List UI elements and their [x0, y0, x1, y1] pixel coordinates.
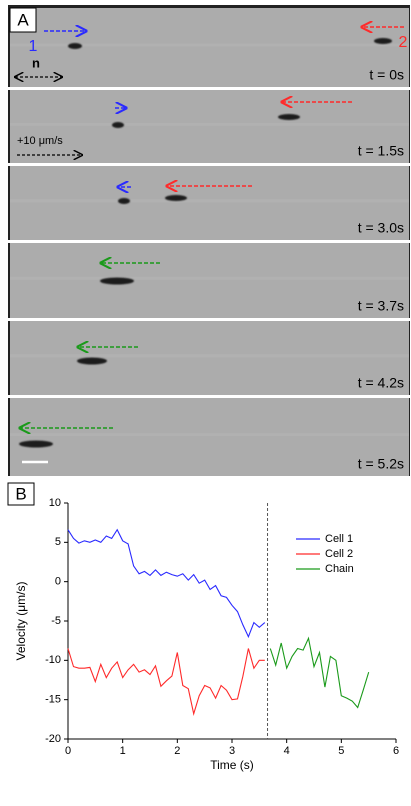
strip-texture	[10, 43, 409, 47]
series-line	[269, 636, 370, 709]
time-label: t = 0s	[369, 67, 404, 83]
cell	[112, 122, 124, 128]
series-line	[67, 528, 266, 639]
time-label: t = 3.0s	[358, 220, 404, 236]
x-tick-label: 1	[120, 745, 126, 757]
panel-label-box	[9, 7, 37, 33]
strip-texture	[10, 433, 409, 437]
cell-label: 2	[399, 34, 408, 51]
panel-label: B	[15, 484, 26, 503]
strip-texture	[10, 122, 409, 126]
time-label: t = 3.7s	[358, 298, 404, 314]
cell	[118, 198, 130, 204]
microscopy-strip	[10, 321, 409, 395]
strip-texture	[10, 276, 409, 280]
cell	[165, 195, 187, 201]
y-tick-label: 5	[55, 536, 61, 548]
panel-label-box	[7, 482, 35, 506]
y-axis-title: Velocity (μm/s)	[14, 582, 28, 661]
legend-label: Chain	[325, 563, 354, 575]
series-line	[67, 648, 265, 716]
microscopy-strip	[10, 398, 409, 476]
cell	[374, 38, 392, 44]
y-tick-label: -10	[45, 654, 61, 666]
microscopy-strip	[10, 243, 409, 318]
cell	[19, 440, 53, 448]
time-label: t = 5.2s	[358, 456, 404, 472]
microscopy-strip	[10, 90, 409, 163]
cell	[100, 277, 134, 285]
y-tick-label: 0	[55, 576, 61, 588]
y-tick-label: -20	[45, 733, 61, 745]
panel-label: A	[17, 10, 29, 29]
time-label: t = 4.2s	[358, 375, 404, 391]
x-axis-title: Time (s)	[210, 758, 254, 772]
cell	[68, 43, 82, 49]
cell	[278, 114, 300, 120]
cell	[77, 357, 107, 365]
microscopy-strip	[10, 166, 409, 240]
speed-label: +10 μm/s	[17, 135, 63, 147]
x-tick-label: 5	[338, 745, 344, 757]
x-tick-label: 3	[229, 745, 235, 757]
y-tick-label: 10	[49, 497, 61, 509]
x-tick-label: 2	[174, 745, 180, 757]
x-tick-label: 6	[393, 745, 399, 757]
x-tick-label: 0	[65, 745, 71, 757]
strip-texture	[10, 354, 409, 358]
y-tick-label: -15	[45, 694, 61, 706]
cell-label: 1	[29, 38, 38, 55]
time-label: t = 1.5s	[358, 143, 404, 159]
x-tick-label: 4	[284, 745, 290, 757]
legend-label: Cell 2	[325, 548, 353, 560]
legend-label: Cell 1	[325, 533, 353, 545]
y-tick-label: -5	[51, 615, 61, 627]
strip-texture	[10, 199, 409, 203]
axis-label: n	[32, 55, 40, 70]
